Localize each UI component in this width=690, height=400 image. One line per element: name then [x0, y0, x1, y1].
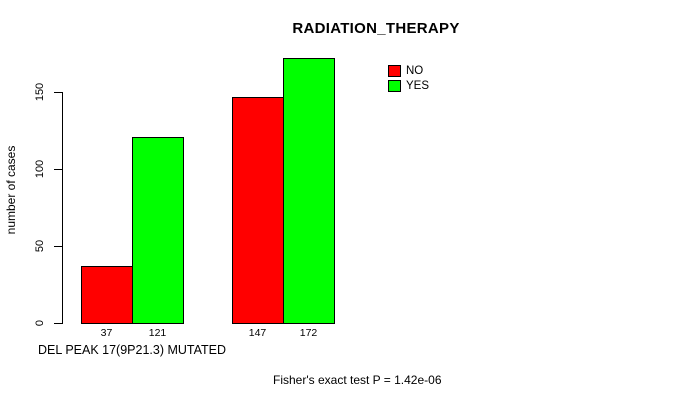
y-axis-tick — [54, 323, 62, 324]
legend-label: NO — [406, 64, 424, 77]
y-axis-tick — [54, 92, 62, 93]
bar-yes-group-2 — [283, 58, 335, 324]
chart-title: RADIATION_THERAPY — [292, 20, 460, 37]
y-axis-tick-label: 150 — [34, 82, 46, 102]
bar-value-label: 147 — [248, 327, 267, 339]
bar-yes-group-1 — [132, 137, 184, 324]
y-axis-tick-label: 100 — [34, 159, 46, 179]
y-axis-tick — [54, 169, 62, 170]
bar-no-group-1 — [81, 266, 133, 324]
legend: NO YES — [388, 63, 429, 94]
fisher-test-annotation: Fisher's exact test P = 1.42e-06 — [273, 373, 442, 387]
bar-value-label: 121 — [148, 327, 167, 339]
y-axis-label: number of cases — [4, 145, 18, 235]
legend-label: YES — [406, 80, 430, 93]
legend-swatch-no — [388, 64, 401, 77]
bar-value-label: 37 — [100, 327, 113, 339]
legend-item-yes: YES — [388, 79, 429, 95]
y-axis-tick-label: 0 — [34, 319, 46, 327]
legend-swatch-yes — [388, 80, 401, 93]
y-axis-line — [62, 92, 63, 324]
y-axis-tick — [54, 246, 62, 247]
x-axis-label: DEL PEAK 17(9P21.3) MUTATED — [38, 343, 227, 357]
bar-value-label: 172 — [299, 327, 318, 339]
bar-no-group-2 — [232, 97, 284, 324]
y-axis-tick-label: 50 — [34, 239, 46, 253]
legend-item-no: NO — [388, 63, 429, 79]
